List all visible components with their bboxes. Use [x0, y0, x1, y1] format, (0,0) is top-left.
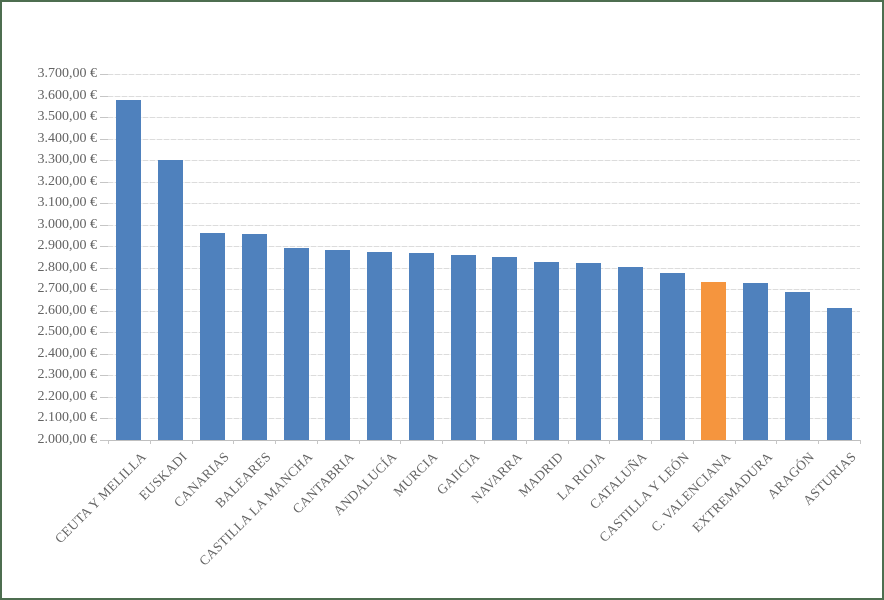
x-axis-tick: [693, 440, 694, 444]
x-axis-tick: [400, 440, 401, 444]
bar: [826, 308, 852, 440]
gridline: [108, 160, 860, 161]
gridline: [108, 418, 860, 419]
y-axis-tick-label: 2.200,00 €: [37, 389, 98, 404]
bar: [158, 160, 184, 440]
gridline: [108, 289, 860, 290]
y-axis-tick-label: 2.900,00 €: [37, 238, 98, 253]
y-axis-tick: [100, 418, 108, 419]
x-axis-tick: [735, 440, 736, 444]
y-axis-tick: [100, 354, 108, 355]
y-axis-tick-label: 3.600,00 €: [37, 88, 98, 103]
x-axis-tick: [150, 440, 151, 444]
bar: [784, 291, 810, 440]
gridline: [108, 268, 860, 269]
y-axis-tick-label: 2.700,00 €: [37, 281, 98, 296]
y-axis-tick: [100, 117, 108, 118]
gridline: [108, 311, 860, 312]
gridline: [108, 354, 860, 355]
x-axis-tick: [818, 440, 819, 444]
x-axis-tick: [317, 440, 318, 444]
y-axis-tick: [100, 397, 108, 398]
gridline: [108, 117, 860, 118]
x-axis-tick: [860, 440, 861, 444]
gridline: [108, 332, 860, 333]
x-axis-tick: [442, 440, 443, 444]
bar: [743, 282, 769, 440]
y-axis-tick-label: 3.700,00 €: [37, 66, 98, 81]
y-axis-tick: [100, 96, 108, 97]
bar: [116, 99, 142, 440]
x-axis-tick: [233, 440, 234, 444]
y-axis-tick-label: 2.600,00 €: [37, 303, 98, 318]
bar: [450, 255, 476, 440]
bar: [534, 262, 560, 440]
gridline: [108, 225, 860, 226]
y-axis-tick: [100, 139, 108, 140]
bar: [241, 233, 267, 440]
x-axis-tick: [484, 440, 485, 444]
bar-highlighted: [701, 281, 727, 440]
x-axis-tick: [568, 440, 569, 444]
y-axis-tick: [100, 375, 108, 376]
y-axis-tick: [100, 160, 108, 161]
y-axis-tick-label: 3.100,00 €: [37, 195, 98, 210]
gridline: [108, 139, 860, 140]
bar: [367, 251, 393, 440]
x-axis-tick: [609, 440, 610, 444]
gridline: [108, 375, 860, 376]
gridline: [108, 203, 860, 204]
bar: [659, 273, 685, 440]
y-axis-tick-label: 3.200,00 €: [37, 174, 98, 189]
gridline: [108, 397, 860, 398]
gridline: [108, 96, 860, 97]
bar: [492, 257, 518, 440]
y-axis-tick: [100, 74, 108, 75]
x-category-label: ASTURIAS: [618, 449, 859, 508]
y-axis-tick-label: 2.400,00 €: [37, 346, 98, 361]
bar: [408, 252, 434, 440]
y-axis-tick-label: 3.000,00 €: [37, 217, 98, 232]
y-axis-tick-label: 2.000,00 €: [37, 432, 98, 447]
y-axis-tick-label: 2.500,00 €: [37, 324, 98, 339]
bar: [283, 248, 309, 440]
y-axis-tick: [100, 246, 108, 247]
y-axis-tick-label: 2.100,00 €: [37, 410, 98, 425]
gridline: [108, 246, 860, 247]
y-axis-tick: [100, 182, 108, 183]
y-axis-tick: [100, 225, 108, 226]
x-axis-tick: [651, 440, 652, 444]
x-axis-tick: [776, 440, 777, 444]
bar: [325, 249, 351, 440]
y-axis-tick: [100, 440, 108, 441]
x-axis-tick: [359, 440, 360, 444]
x-category-label-text: ASTURIAS: [799, 449, 859, 508]
bar: [199, 233, 225, 440]
y-axis-tick-label: 3.400,00 €: [37, 131, 98, 146]
x-axis-tick: [526, 440, 527, 444]
y-axis-tick: [100, 203, 108, 204]
y-axis-tick: [100, 311, 108, 312]
x-axis-tick: [275, 440, 276, 444]
y-axis-tick: [100, 268, 108, 269]
y-axis-tick: [100, 332, 108, 333]
x-axis-tick: [108, 440, 109, 444]
y-axis-tick: [100, 289, 108, 290]
gridline: [108, 74, 860, 75]
bar: [617, 267, 643, 440]
x-axis-tick: [192, 440, 193, 444]
y-axis-tick-label: 2.300,00 €: [37, 367, 98, 382]
y-axis-tick-label: 3.300,00 €: [37, 152, 98, 167]
y-axis-tick-label: 3.500,00 €: [37, 109, 98, 124]
gridline: [108, 182, 860, 183]
bar: [575, 263, 601, 440]
y-axis-tick-label: 2.800,00 €: [37, 260, 98, 275]
